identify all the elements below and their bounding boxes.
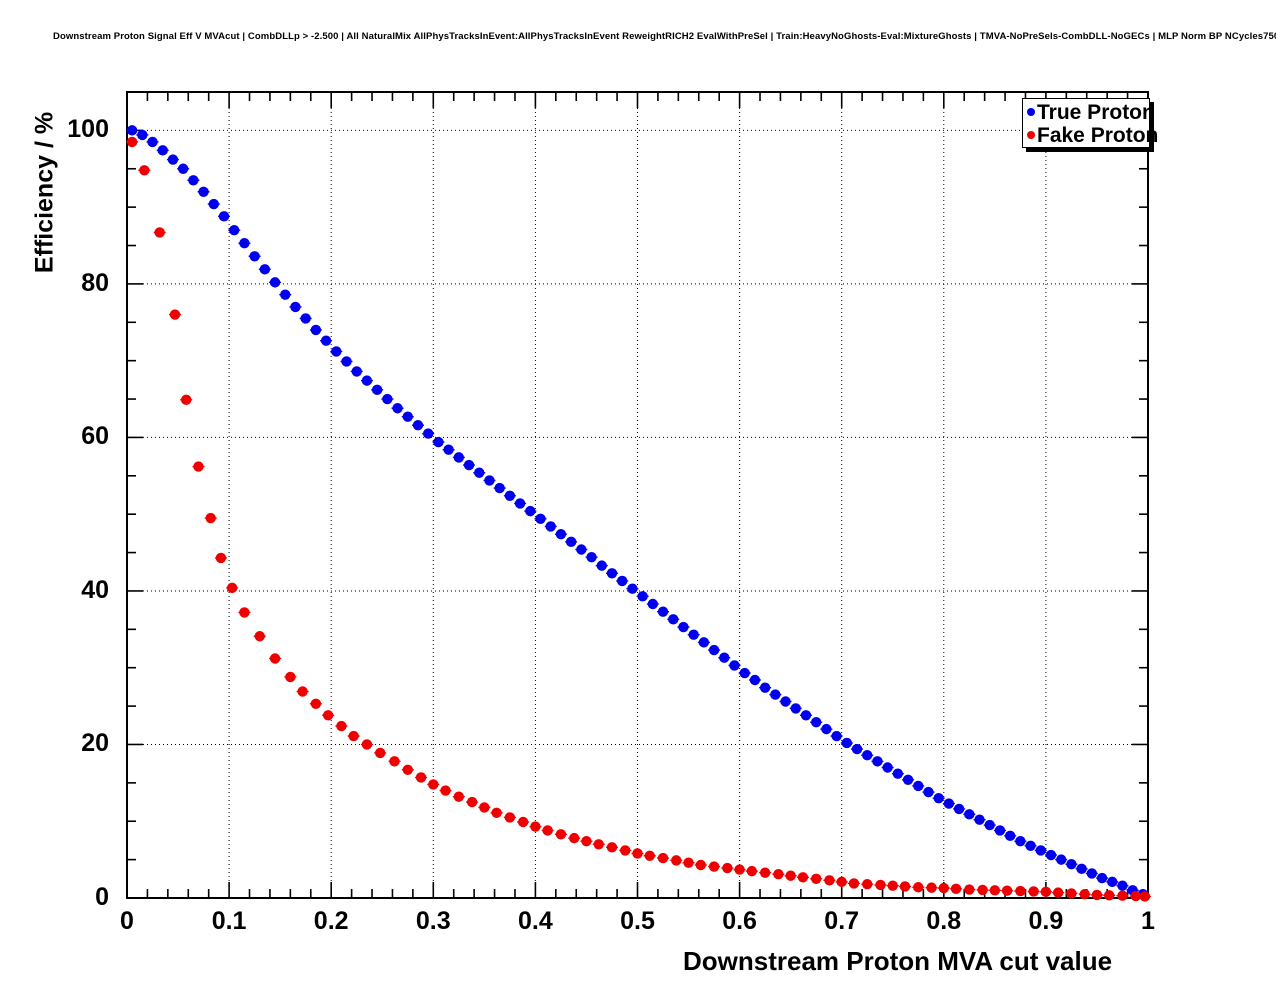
legend-item-fake-proton[interactable]: Fake Proton bbox=[1027, 123, 1158, 147]
y-tick-label: 60 bbox=[81, 422, 109, 451]
y-tick-label: 0 bbox=[95, 883, 109, 911]
y-tick-label: 100 bbox=[67, 115, 109, 144]
legend-label: Fake Proton bbox=[1037, 123, 1159, 147]
x-tick-label: 0.3 bbox=[415, 907, 451, 935]
legend-marker-icon bbox=[1027, 131, 1035, 139]
x-tick-label: 0 bbox=[120, 907, 134, 935]
y-tick-label: 20 bbox=[81, 729, 109, 758]
y-tick-label: 80 bbox=[81, 268, 109, 297]
legend-marker-icon bbox=[1027, 108, 1035, 116]
x-tick-label: 0.2 bbox=[313, 907, 349, 935]
gridlines bbox=[127, 92, 1148, 898]
x-tick-label: 0.9 bbox=[1028, 907, 1064, 935]
x-tick-label: 0.7 bbox=[824, 907, 860, 935]
x-axis-title: Downstream Proton MVA cut value bbox=[683, 946, 1113, 976]
x-tick-label: 0.4 bbox=[518, 907, 553, 935]
x-tick-label: 0.1 bbox=[211, 907, 247, 935]
page-title: Downstream Proton Signal Eff V MVAcut | … bbox=[53, 31, 1276, 42]
x-tick-label: 0.8 bbox=[926, 907, 962, 935]
legend-label: True Proton bbox=[1037, 100, 1155, 124]
legend-item-true-proton[interactable]: True Proton bbox=[1027, 100, 1155, 124]
series-fake-proton bbox=[126, 136, 1151, 902]
x-tick-label: 0.5 bbox=[620, 907, 655, 935]
x-tick-label: 0.6 bbox=[722, 907, 757, 935]
chart-legend[interactable]: True Proton Fake Proton bbox=[1022, 98, 1158, 148]
y-tick-label: 40 bbox=[81, 575, 109, 604]
x-tick-label: 1 bbox=[1141, 907, 1155, 935]
